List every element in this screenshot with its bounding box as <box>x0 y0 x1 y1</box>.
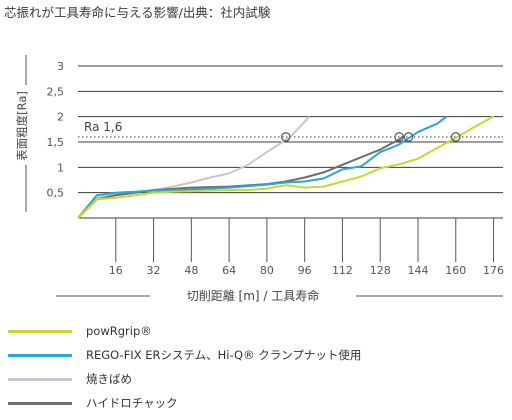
line-chart: 0,5 1 1,5 2 2,5 3 表面粗度[Ra] 16 32 48 64 80 96 112 128 14… <box>15 55 504 303</box>
legend-label-powrgrip: powRgrip® <box>86 324 152 338</box>
legend-item-hydro-chuck: ハイドロチャック <box>8 392 178 414</box>
legend-item-rego-fix: REGO-FIX ERシステム、Hi-Q® クランプナット使用 <box>8 344 361 366</box>
legend-swatch-powrgrip <box>8 329 72 333</box>
y-tick-label: 1 <box>57 161 64 174</box>
series-line-3 <box>77 135 405 219</box>
y-tick-label: 2 <box>57 111 64 124</box>
legend-label-shrink-fit: 焼きばめ <box>86 372 132 386</box>
x-tick-label: 32 <box>147 264 161 277</box>
chart-title: 芯振れが工具寿命に与える影響/出典：社内試験 <box>4 5 271 20</box>
series-marker-0 <box>450 132 461 142</box>
x-tick-label: 64 <box>222 264 236 277</box>
legend-item-powrgrip: powRgrip® <box>8 320 152 342</box>
x-tick-label: 176 <box>483 264 504 277</box>
y-tick-label: 1,5 <box>47 136 65 149</box>
legend-swatch-hydro-chuck <box>8 401 72 405</box>
reference-line-label: Ra 1,6 <box>84 120 122 134</box>
legend-label-hydro-chuck: ハイドロチャック <box>86 396 178 410</box>
x-tick-label: 144 <box>408 264 429 277</box>
legend-swatch-rego-fix <box>8 353 72 357</box>
x-tick-label: 48 <box>184 264 198 277</box>
x-tick-label: 160 <box>445 264 466 277</box>
y-axis-label: 表面粗度[Ra] <box>15 91 29 161</box>
legend-swatch-shrink-fit <box>8 377 72 381</box>
x-tick-label: 112 <box>332 264 353 277</box>
y-tick-label: 2,5 <box>47 85 65 98</box>
series-marker-3 <box>394 132 404 142</box>
x-tick-label: 96 <box>298 264 312 277</box>
y-tick-label: 3 <box>57 60 64 73</box>
series-line-0 <box>77 115 495 219</box>
x-axis-label: 切削距離 [m] / 工具寿命 <box>187 288 320 303</box>
series-line-1 <box>77 115 447 219</box>
series-marker-2 <box>280 132 291 142</box>
x-tick-label: 80 <box>260 264 274 277</box>
x-tick-label: 16 <box>109 264 123 277</box>
x-tick-label: 128 <box>370 264 391 277</box>
legend-label-rego-fix: REGO-FIX ERシステム、Hi-Q® クランプナット使用 <box>86 348 362 362</box>
series-marker-1 <box>403 132 414 142</box>
y-tick-label: 0,5 <box>47 187 65 200</box>
legend-item-shrink-fit: 焼きばめ <box>8 368 132 390</box>
